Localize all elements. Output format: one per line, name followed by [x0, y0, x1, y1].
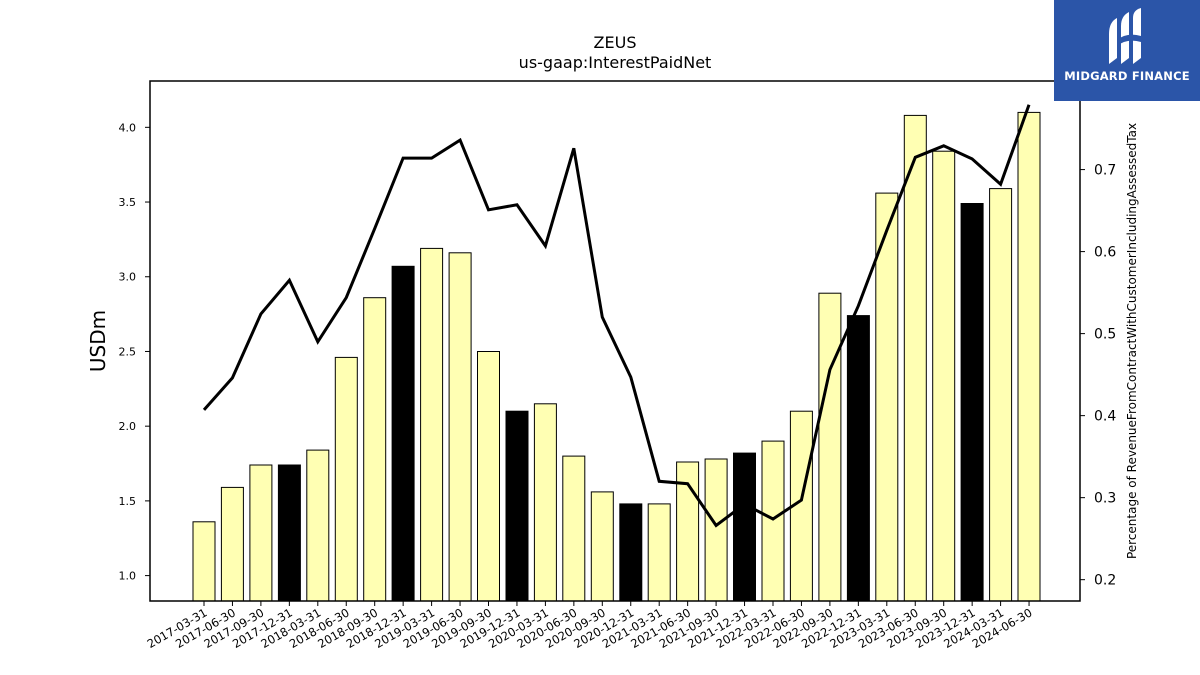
bar [363, 297, 387, 602]
y-tick-label: 2.5 [119, 345, 137, 358]
bar [334, 356, 358, 602]
bar [220, 486, 244, 602]
y-right-tick-label: 0.6 [1094, 245, 1116, 261]
bar [960, 203, 984, 602]
bar [477, 351, 500, 602]
y-axis-left: 1.0 1.5 2.0 2.5 3.0 3.5 4.0 [119, 121, 150, 583]
bar-series [192, 111, 1041, 602]
bar [761, 440, 785, 602]
bar [391, 265, 415, 602]
y-tick-label: 1.5 [119, 495, 137, 508]
brand-name: MIDGARD FINANCE [1064, 69, 1190, 83]
bar [903, 114, 927, 602]
bar [277, 464, 301, 602]
y-tick-label: 2.0 [119, 420, 137, 433]
bar [590, 491, 614, 602]
line-path [202, 104, 1031, 528]
y-axis-label-left: USDm [86, 310, 110, 372]
y-axis-right: 0.2 0.3 0.4 0.5 0.6 0.7 [1080, 163, 1116, 589]
chart-title: ZEUS [594, 33, 637, 52]
bar [619, 503, 643, 602]
y-right-tick-label: 0.2 [1094, 573, 1116, 589]
bar [932, 150, 956, 602]
midgard-logo-icon [1109, 8, 1141, 64]
line-series [202, 104, 1031, 528]
bar [249, 464, 273, 602]
y-right-tick-label: 0.4 [1094, 409, 1116, 425]
y-axis-label-right: Percentage of RevenueFromContractWithCus… [1125, 123, 1139, 559]
brand-logo: MIDGARD FINANCE [1054, 0, 1200, 101]
y-tick-label: 1.0 [119, 570, 137, 583]
y-right-tick-label: 0.5 [1094, 327, 1116, 343]
bar [846, 315, 870, 602]
x-axis: 2017-03-312017-06-302017-09-302017-12-31… [145, 601, 1035, 651]
plot-frame [149, 80, 1081, 602]
bar [704, 458, 728, 602]
y-tick-label: 4.0 [119, 121, 137, 134]
bar [1017, 111, 1041, 602]
bar [192, 521, 216, 602]
bar [647, 503, 671, 602]
bar [989, 188, 1013, 602]
bar [533, 403, 557, 602]
bar [420, 247, 444, 602]
y-tick-label: 3.0 [119, 271, 137, 284]
y-tick-label: 3.5 [119, 196, 137, 209]
y-right-tick-label: 0.7 [1094, 163, 1116, 179]
bar [306, 449, 330, 602]
bar [562, 455, 586, 602]
bar [733, 452, 756, 602]
y-right-tick-label: 0.3 [1094, 491, 1116, 507]
chart-subtitle: us-gaap:InterestPaidNet [519, 53, 712, 72]
bar [448, 252, 472, 602]
bar [818, 292, 842, 602]
bar [505, 410, 529, 602]
